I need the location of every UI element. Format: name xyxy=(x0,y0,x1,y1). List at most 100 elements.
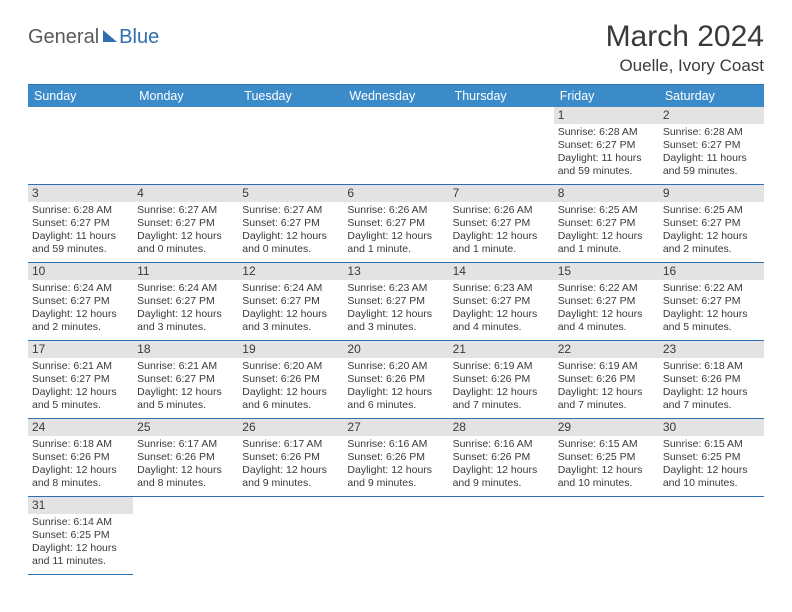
day-cell: 23Sunrise: 6:18 AMSunset: 6:26 PMDayligh… xyxy=(659,341,764,419)
day-cell: 29Sunrise: 6:15 AMSunset: 6:25 PMDayligh… xyxy=(554,419,659,497)
day-cell: 14Sunrise: 6:23 AMSunset: 6:27 PMDayligh… xyxy=(449,263,554,341)
sunset-line: Sunset: 6:26 PM xyxy=(663,373,760,386)
daylight-line: Daylight: 11 hours and 59 minutes. xyxy=(558,152,655,178)
day-number: 20 xyxy=(343,341,448,358)
sunset-line: Sunset: 6:27 PM xyxy=(663,139,760,152)
sunrise-line: Sunrise: 6:17 AM xyxy=(137,438,234,451)
day-cell: 31 Sunrise: 6:14 AMSunset: 6:25 PMDayligh… xyxy=(28,497,133,575)
day-cell: 25Sunrise: 6:17 AMSunset: 6:26 PMDayligh… xyxy=(133,419,238,497)
daylight-line: Daylight: 12 hours and 0 minutes. xyxy=(242,230,339,256)
sunrise-line: Sunrise: 6:16 AM xyxy=(347,438,444,451)
sunset-line: Sunset: 6:25 PM xyxy=(663,451,760,464)
sunset-line: Sunset: 6:27 PM xyxy=(32,295,129,308)
day-number: 3 xyxy=(28,185,133,202)
logo-text-general: General xyxy=(28,26,99,49)
sunrise-line: Sunrise: 6:14 AM xyxy=(32,516,129,529)
day-number: 15 xyxy=(554,263,659,280)
sunset-line: Sunset: 6:27 PM xyxy=(558,139,655,152)
daylight-line: Daylight: 12 hours and 4 minutes. xyxy=(558,308,655,334)
sunrise-line: Sunrise: 6:22 AM xyxy=(663,282,760,295)
sunrise-line: Sunrise: 6:22 AM xyxy=(558,282,655,295)
weekday-header: Monday xyxy=(133,85,238,107)
sunset-line: Sunset: 6:26 PM xyxy=(137,451,234,464)
sunrise-line: Sunrise: 6:27 AM xyxy=(137,204,234,217)
day-cell: 7Sunrise: 6:26 AMSunset: 6:27 PMDaylight… xyxy=(449,185,554,263)
daylight-line: Daylight: 12 hours and 7 minutes. xyxy=(453,386,550,412)
weekday-header: Tuesday xyxy=(238,85,343,107)
sunset-line: Sunset: 6:27 PM xyxy=(242,217,339,230)
sunrise-line: Sunrise: 6:19 AM xyxy=(453,360,550,373)
day-number: 17 xyxy=(28,341,133,358)
sunrise-line: Sunrise: 6:18 AM xyxy=(663,360,760,373)
daylight-line: Daylight: 12 hours and 9 minutes. xyxy=(242,464,339,490)
sunrise-line: Sunrise: 6:25 AM xyxy=(558,204,655,217)
day-number: 14 xyxy=(449,263,554,280)
sunset-line: Sunset: 6:25 PM xyxy=(32,529,129,542)
sunrise-line: Sunrise: 6:20 AM xyxy=(242,360,339,373)
sunrise-line: Sunrise: 6:23 AM xyxy=(453,282,550,295)
empty-cell xyxy=(343,107,448,185)
day-cell: 10Sunrise: 6:24 AMSunset: 6:27 PMDayligh… xyxy=(28,263,133,341)
daylight-line: Daylight: 12 hours and 8 minutes. xyxy=(137,464,234,490)
day-cell: 12Sunrise: 6:24 AMSunset: 6:27 PMDayligh… xyxy=(238,263,343,341)
sunset-line: Sunset: 6:27 PM xyxy=(347,295,444,308)
sunrise-line: Sunrise: 6:15 AM xyxy=(663,438,760,451)
sunset-line: Sunset: 6:27 PM xyxy=(32,217,129,230)
sunset-line: Sunset: 6:26 PM xyxy=(347,373,444,386)
day-number: 5 xyxy=(238,185,343,202)
sunrise-line: Sunrise: 6:20 AM xyxy=(347,360,444,373)
daylight-line: Daylight: 11 hours and 59 minutes. xyxy=(663,152,760,178)
day-number: 6 xyxy=(343,185,448,202)
logo: General Blue xyxy=(28,26,159,49)
day-number: 28 xyxy=(449,419,554,436)
day-cell: 28Sunrise: 6:16 AMSunset: 6:26 PMDayligh… xyxy=(449,419,554,497)
header: General Blue March 2024 Ouelle, Ivory Co… xyxy=(28,20,764,76)
day-number: 26 xyxy=(238,419,343,436)
daylight-line: Daylight: 12 hours and 6 minutes. xyxy=(242,386,339,412)
sunset-line: Sunset: 6:27 PM xyxy=(663,295,760,308)
empty-cell xyxy=(238,107,343,185)
daylight-line: Daylight: 12 hours and 11 minutes. xyxy=(32,542,129,568)
sunset-line: Sunset: 6:26 PM xyxy=(453,451,550,464)
sunset-line: Sunset: 6:26 PM xyxy=(242,451,339,464)
day-cell: 1Sunrise: 6:28 AMSunset: 6:27 PMDaylight… xyxy=(554,107,659,185)
weekday-header: Sunday xyxy=(28,85,133,107)
day-number: 4 xyxy=(133,185,238,202)
day-number: 31 xyxy=(28,497,133,514)
day-cell: 22Sunrise: 6:19 AMSunset: 6:26 PMDayligh… xyxy=(554,341,659,419)
sunrise-line: Sunrise: 6:15 AM xyxy=(558,438,655,451)
sunrise-line: Sunrise: 6:26 AM xyxy=(453,204,550,217)
day-number: 22 xyxy=(554,341,659,358)
daylight-line: Daylight: 12 hours and 3 minutes. xyxy=(137,308,234,334)
day-cell: 16Sunrise: 6:22 AMSunset: 6:27 PMDayligh… xyxy=(659,263,764,341)
sunset-line: Sunset: 6:26 PM xyxy=(347,451,444,464)
sunset-line: Sunset: 6:27 PM xyxy=(558,295,655,308)
day-cell: 3Sunrise: 6:28 AMSunset: 6:27 PMDaylight… xyxy=(28,185,133,263)
sunset-line: Sunset: 6:27 PM xyxy=(558,217,655,230)
day-number: 21 xyxy=(449,341,554,358)
day-cell: 11Sunrise: 6:24 AMSunset: 6:27 PMDayligh… xyxy=(133,263,238,341)
daylight-line: Daylight: 12 hours and 2 minutes. xyxy=(32,308,129,334)
sunrise-line: Sunrise: 6:21 AM xyxy=(137,360,234,373)
day-cell: 18Sunrise: 6:21 AMSunset: 6:27 PMDayligh… xyxy=(133,341,238,419)
daylight-line: Daylight: 12 hours and 1 minute. xyxy=(558,230,655,256)
location: Ouelle, Ivory Coast xyxy=(606,56,764,76)
sunset-line: Sunset: 6:26 PM xyxy=(242,373,339,386)
day-number: 10 xyxy=(28,263,133,280)
daylight-line: Daylight: 12 hours and 5 minutes. xyxy=(663,308,760,334)
day-number: 11 xyxy=(133,263,238,280)
empty-cell xyxy=(28,107,133,185)
logo-triangle-icon xyxy=(103,30,117,42)
weekday-header: Wednesday xyxy=(343,85,448,107)
day-cell: 6Sunrise: 6:26 AMSunset: 6:27 PMDaylight… xyxy=(343,185,448,263)
daylight-line: Daylight: 12 hours and 9 minutes. xyxy=(453,464,550,490)
sunset-line: Sunset: 6:26 PM xyxy=(32,451,129,464)
weekday-header: Friday xyxy=(554,85,659,107)
sunrise-line: Sunrise: 6:28 AM xyxy=(558,126,655,139)
sunrise-line: Sunrise: 6:19 AM xyxy=(558,360,655,373)
day-cell: 4Sunrise: 6:27 AMSunset: 6:27 PMDaylight… xyxy=(133,185,238,263)
daylight-line: Daylight: 12 hours and 9 minutes. xyxy=(347,464,444,490)
day-number: 29 xyxy=(554,419,659,436)
sunset-line: Sunset: 6:27 PM xyxy=(453,217,550,230)
sunrise-line: Sunrise: 6:24 AM xyxy=(137,282,234,295)
